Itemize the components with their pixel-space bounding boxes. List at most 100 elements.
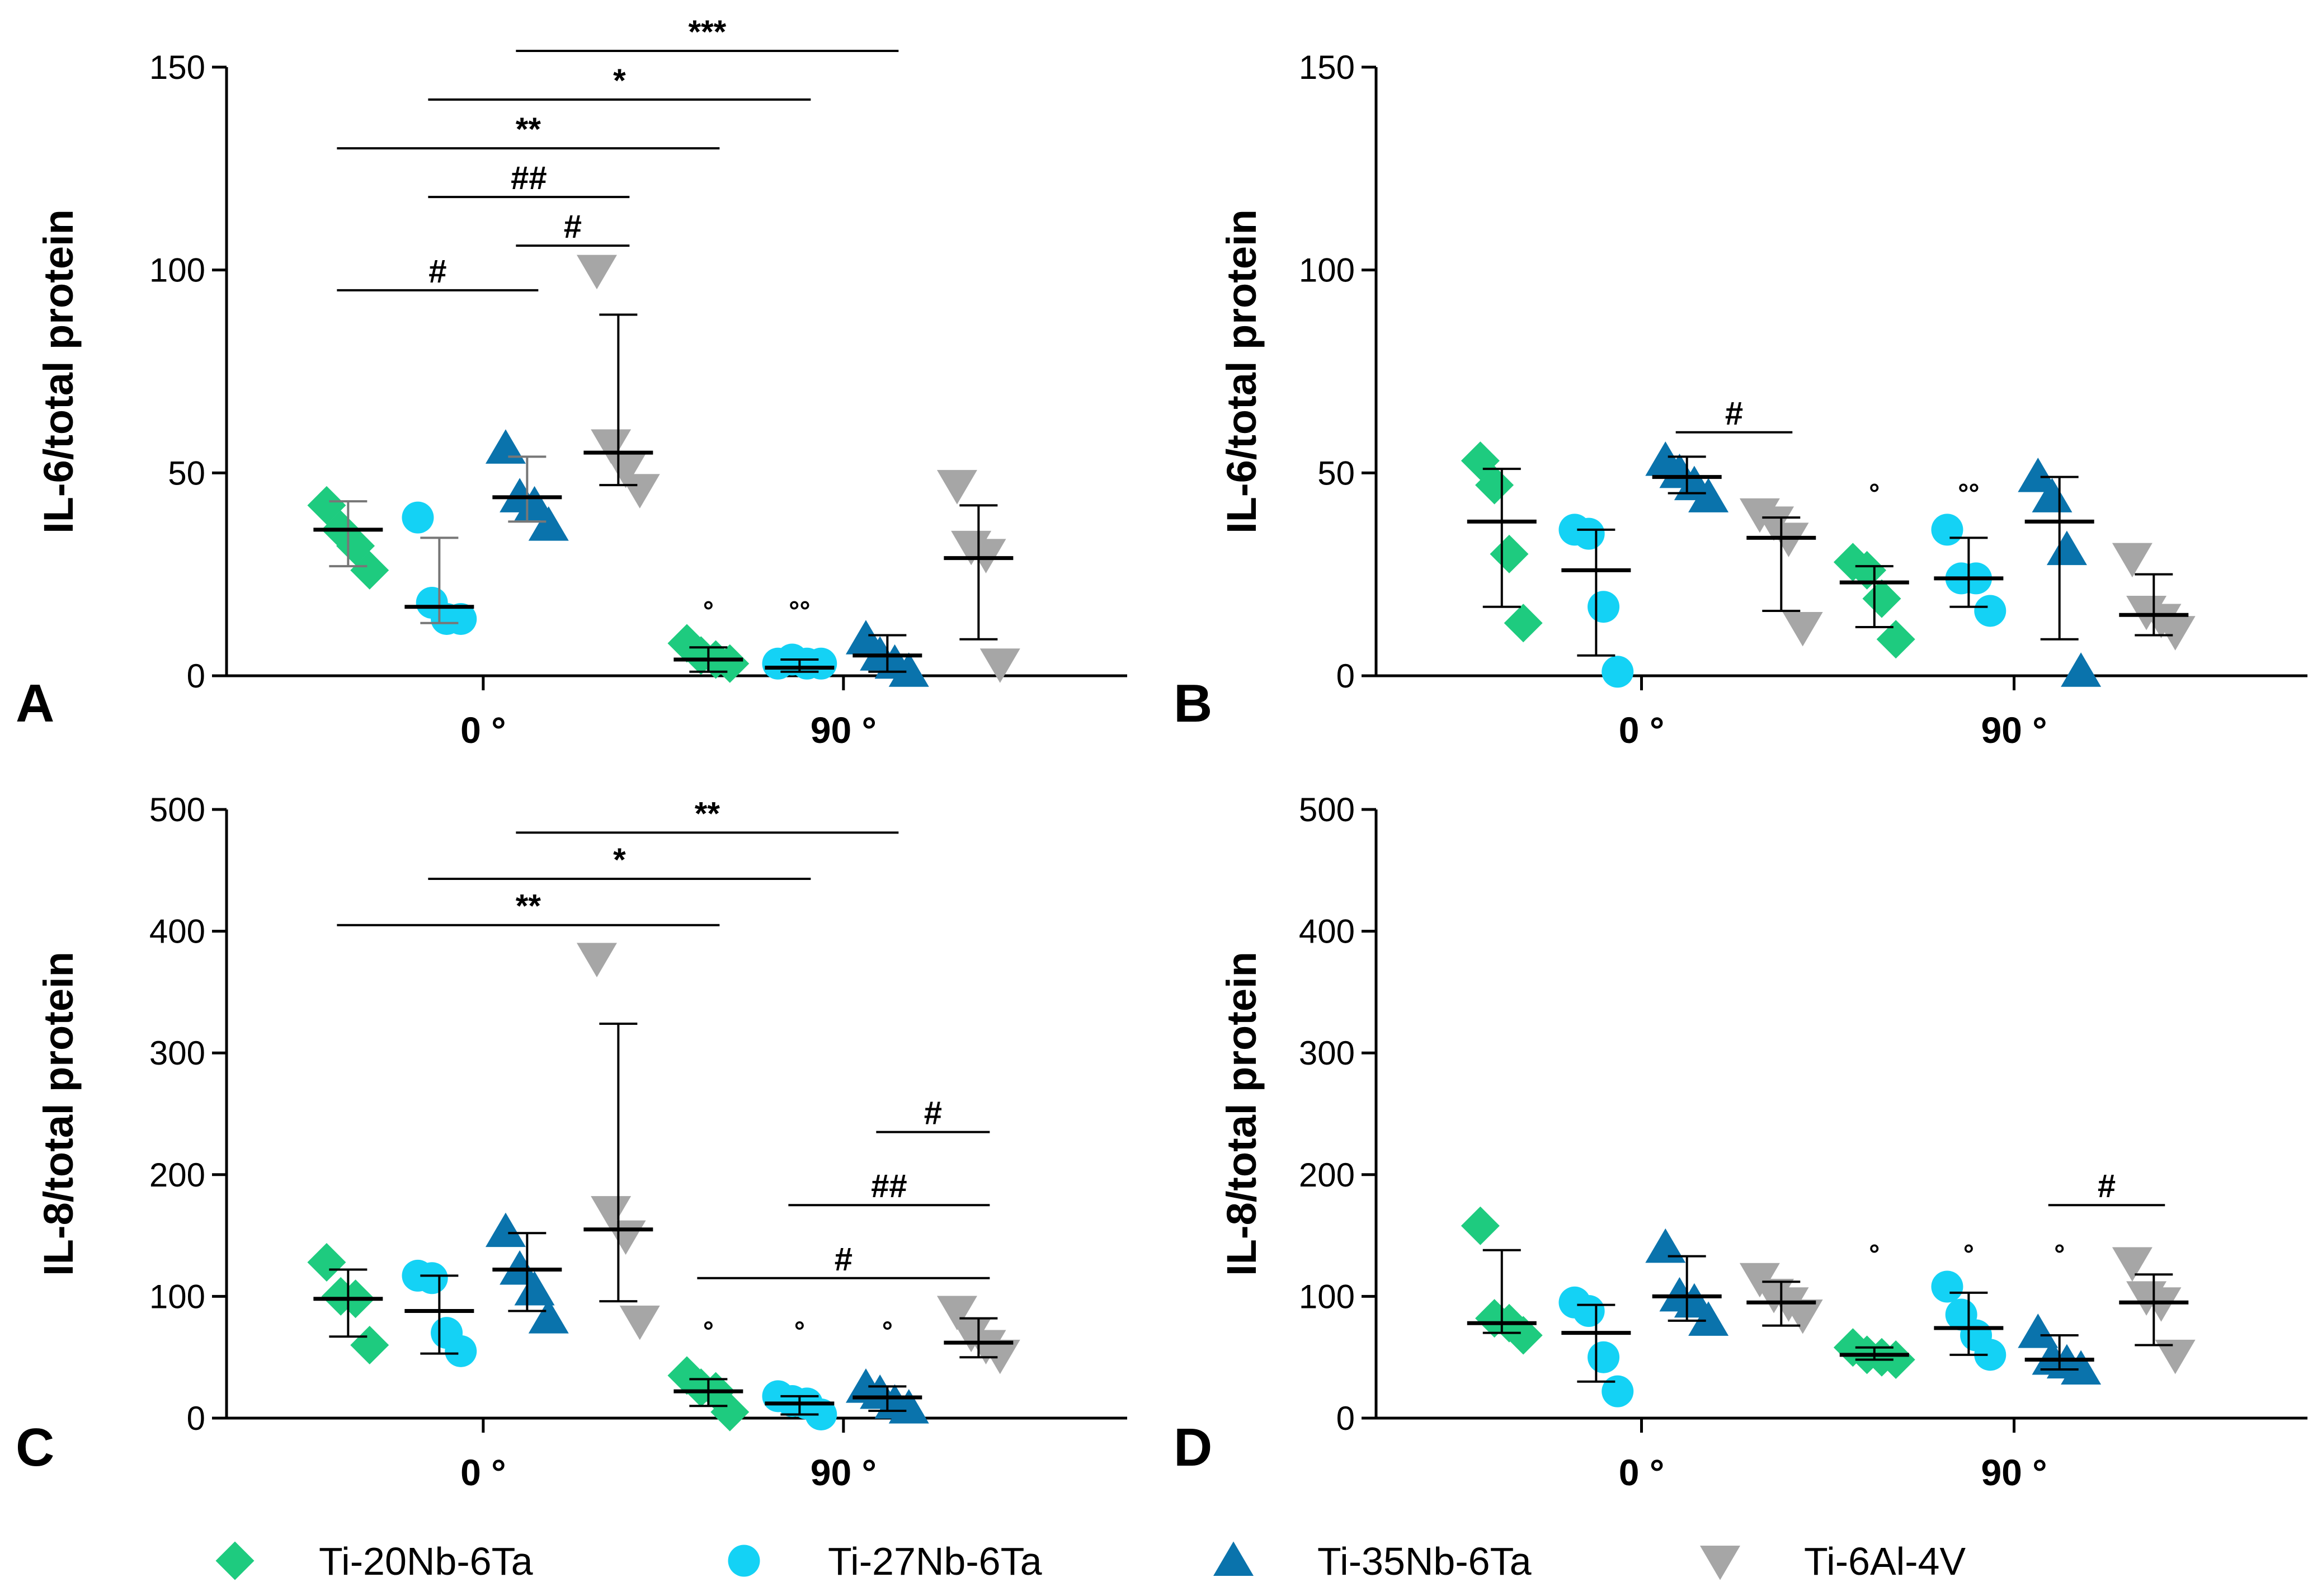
series-3 bbox=[576, 943, 1020, 1374]
series-2 bbox=[485, 429, 929, 687]
data-point bbox=[1588, 1341, 1620, 1373]
legend-label: Ti-35Nb-6Ta bbox=[1317, 1539, 1532, 1583]
data-point bbox=[591, 429, 632, 464]
error-bar bbox=[599, 313, 638, 487]
data-point bbox=[2061, 1350, 2102, 1385]
reference-mark: °° bbox=[1958, 479, 1979, 509]
y-tick-label: 0 bbox=[1336, 1400, 1355, 1437]
series-1 bbox=[402, 501, 837, 680]
data-point bbox=[2155, 616, 2196, 651]
significance-label: * bbox=[613, 63, 626, 99]
data-point bbox=[576, 255, 617, 290]
reference-mark: ° bbox=[1963, 1240, 1974, 1270]
data-point bbox=[528, 1299, 569, 1334]
error-bar bbox=[1577, 528, 1615, 657]
data-point bbox=[710, 644, 750, 683]
y-axis-title: IL-6/total protein bbox=[35, 209, 82, 534]
data-point bbox=[710, 1392, 750, 1432]
error-bar bbox=[420, 536, 459, 624]
significance-label: ** bbox=[516, 111, 541, 148]
y-tick-label: 0 bbox=[187, 657, 205, 695]
legend-label: Ti-20Nb-6Ta bbox=[319, 1539, 533, 1583]
error-bar bbox=[2040, 1334, 2079, 1371]
data-point bbox=[485, 1212, 526, 1247]
data-point bbox=[888, 652, 929, 687]
error-bar bbox=[780, 658, 819, 673]
data-point bbox=[936, 470, 977, 505]
data-point bbox=[605, 454, 646, 488]
error-bar bbox=[959, 504, 998, 641]
error-bar bbox=[1668, 1255, 1706, 1322]
panel-c: 0 100 200 300 400 500 0 ° 90 ° IL-8/total protei… bbox=[16, 791, 1127, 1493]
x-category-label: 0 ° bbox=[1619, 1452, 1664, 1493]
error-bar bbox=[1482, 468, 1521, 608]
data-point bbox=[1876, 620, 1915, 659]
data-point bbox=[1876, 1340, 1915, 1380]
data-point bbox=[1504, 1316, 1543, 1355]
significance-label: * bbox=[613, 842, 626, 878]
data-point bbox=[1768, 522, 1809, 557]
data-point bbox=[402, 501, 434, 534]
legend: Ti-20Nb-6Ta Ti-27Nb-6Ta Ti-35Nb-6Ta Ti-6Al-… bbox=[215, 1539, 1966, 1583]
data-point bbox=[514, 1271, 555, 1306]
data-point bbox=[2112, 543, 2153, 578]
y-tick-label: 50 bbox=[168, 454, 205, 492]
data-point bbox=[1782, 1300, 1823, 1334]
y-tick-label: 500 bbox=[149, 791, 205, 828]
data-point bbox=[445, 602, 477, 635]
data-point bbox=[1602, 656, 1634, 688]
y-tick-label: 100 bbox=[1299, 1278, 1355, 1315]
panel-d: 0 100 200 300 400 500 0 ° 90 ° IL-8/total protei… bbox=[1174, 791, 2307, 1493]
data-point bbox=[416, 1262, 448, 1294]
x-category-label: 90 ° bbox=[1981, 709, 2047, 751]
error-bar bbox=[508, 455, 547, 523]
data-point bbox=[1572, 1295, 1605, 1327]
legend-marker bbox=[728, 1545, 760, 1577]
y-tick-label: 100 bbox=[1299, 252, 1355, 289]
series-3 bbox=[576, 255, 1020, 683]
data-point bbox=[619, 1305, 660, 1340]
series-3 bbox=[1739, 498, 2196, 651]
data-point bbox=[619, 474, 660, 509]
reference-mark: ° bbox=[2054, 1240, 2065, 1270]
data-point bbox=[1862, 579, 1901, 618]
panel-letter: B bbox=[1174, 674, 1212, 733]
significance-label: ## bbox=[871, 1168, 907, 1204]
reference-mark: ° bbox=[794, 1317, 805, 1347]
error-bar bbox=[959, 1317, 998, 1359]
y-tick-label: 100 bbox=[149, 252, 205, 289]
y-tick-label: 300 bbox=[1299, 1034, 1355, 1072]
legend-marker bbox=[1213, 1541, 1254, 1576]
x-category-label: 0 ° bbox=[460, 709, 506, 751]
data-point bbox=[1572, 517, 1605, 550]
legend-item: Ti-27Nb-6Ta bbox=[728, 1539, 1042, 1583]
data-point bbox=[528, 506, 569, 541]
y-tick-label: 0 bbox=[1336, 657, 1355, 695]
y-tick-label: 500 bbox=[1299, 791, 1355, 828]
data-point bbox=[350, 1325, 389, 1364]
data-point bbox=[605, 1220, 646, 1255]
data-point bbox=[1782, 611, 1823, 647]
y-tick-label: 150 bbox=[1299, 49, 1355, 86]
data-point bbox=[979, 648, 1020, 683]
data-point bbox=[2061, 652, 2102, 687]
data-point bbox=[1688, 1301, 1729, 1336]
data-point bbox=[514, 486, 555, 521]
reference-mark: ° bbox=[882, 1317, 893, 1347]
series-0 bbox=[1461, 441, 1915, 659]
x-category-label: 0 ° bbox=[460, 1452, 506, 1493]
series-3 bbox=[1739, 1247, 2196, 1374]
data-point bbox=[591, 1196, 632, 1231]
data-point bbox=[1645, 1228, 1686, 1263]
data-point bbox=[888, 1389, 929, 1424]
significance-label: ## bbox=[511, 160, 547, 196]
y-axis-title: IL-6/total protein bbox=[1218, 209, 1265, 534]
error-bar bbox=[599, 1022, 638, 1303]
data-point bbox=[2112, 1247, 2153, 1282]
reference-mark: ° bbox=[1869, 1240, 1880, 1270]
data-point bbox=[2018, 1313, 2059, 1348]
data-point bbox=[2141, 1287, 2182, 1322]
data-point bbox=[1504, 604, 1543, 643]
data-point bbox=[936, 1296, 977, 1331]
